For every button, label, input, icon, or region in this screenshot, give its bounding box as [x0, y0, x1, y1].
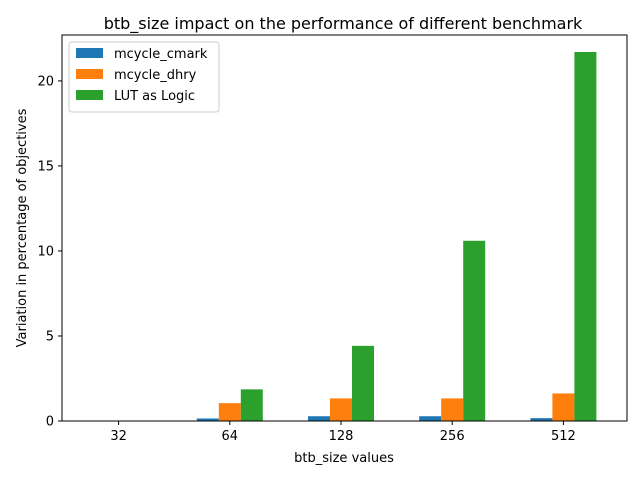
bar-mcycle-dhry-512 — [552, 393, 575, 421]
bar-mcycle-cmark-64 — [196, 418, 219, 421]
legend-box — [68, 41, 220, 113]
y-axis-label: Variation in percentage of objectives — [15, 108, 30, 347]
x-tick-label: 32 — [110, 429, 127, 444]
bar-lut-as-logic-64 — [240, 389, 263, 421]
bar-mcycle-dhry-256 — [441, 398, 464, 421]
x-tick-label: 128 — [329, 429, 354, 444]
y-tick-label: 10 — [37, 244, 54, 259]
bar-lut-as-logic-512 — [574, 52, 597, 422]
plot-frame — [61, 34, 628, 422]
bar-mcycle-cmark-512 — [530, 418, 553, 421]
bar-mcycle-dhry-128 — [330, 398, 352, 421]
bar-lut-as-logic-256 — [463, 240, 486, 421]
bar-mcycle-dhry-64 — [218, 403, 241, 421]
bar-mcycle-cmark-256 — [419, 416, 442, 421]
legend-swatch — [76, 69, 103, 79]
x-axis-ticks: 32 64 128 256 512 — [110, 421, 576, 444]
x-tick-label: 256 — [440, 429, 465, 444]
y-tick-label: 20 — [37, 74, 54, 89]
legend-label: LUT as Logic — [114, 89, 195, 104]
y-axis-ticks: 0 5 10 15 20 — [37, 74, 62, 430]
x-tick-label: 512 — [551, 429, 576, 444]
bar-mcycle-cmark-128 — [308, 416, 330, 421]
legend-swatch — [76, 48, 103, 58]
bar-lut-as-logic-128 — [352, 345, 374, 421]
legend: mcycle_cmark mcycle_dhry LUT as Logic — [68, 41, 220, 113]
legend-swatch — [76, 90, 103, 100]
x-axis-label: btb_size values — [294, 451, 394, 466]
y-tick-label: 15 — [37, 159, 54, 174]
y-tick-label: 0 — [46, 415, 54, 430]
legend-label: mcycle_cmark — [114, 47, 208, 62]
bars-layer — [196, 52, 597, 422]
y-tick-label: 5 — [46, 329, 54, 344]
chart-title: btb_size impact on the performance of di… — [104, 14, 583, 34]
legend-label: mcycle_dhry — [114, 68, 197, 83]
x-tick-label: 64 — [222, 429, 239, 444]
